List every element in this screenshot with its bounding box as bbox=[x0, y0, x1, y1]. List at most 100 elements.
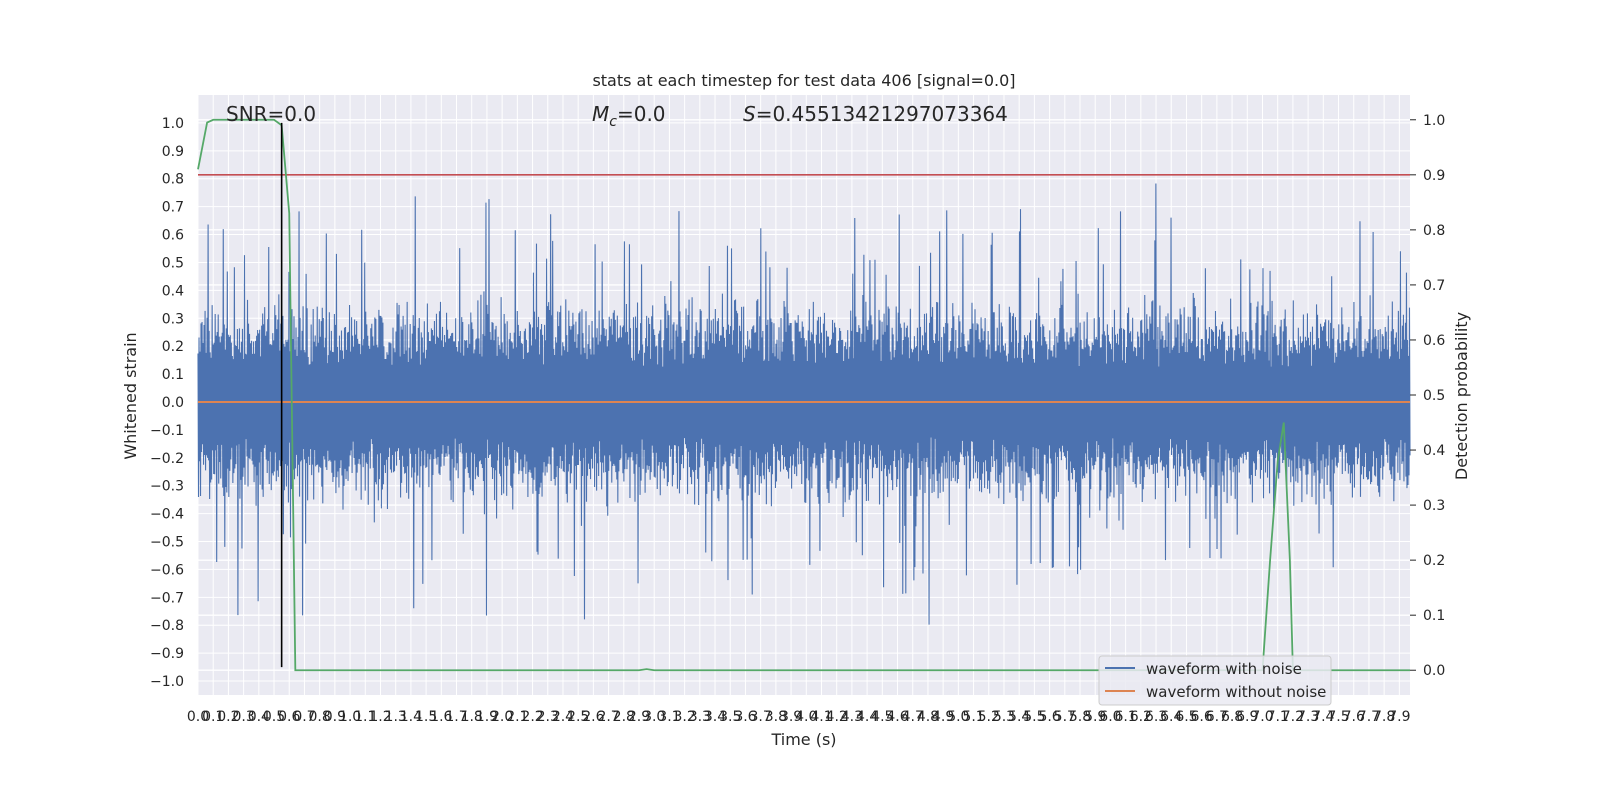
y-tick-label: −1.0 bbox=[150, 674, 184, 690]
x-tick-label: 4.7 bbox=[902, 709, 924, 725]
x-tick-label: 5.5 bbox=[1023, 709, 1045, 725]
x-tick-label: 0.1 bbox=[202, 709, 224, 725]
x-tick-label: 0.7 bbox=[293, 709, 315, 725]
x-tick-label: 4.6 bbox=[886, 709, 908, 725]
x-tick-label: 5.7 bbox=[1054, 709, 1076, 725]
snr-annotation: SNR=0.0 bbox=[226, 102, 316, 126]
x-tick-label: 3.7 bbox=[750, 709, 772, 725]
x-tick-label: 5.6 bbox=[1038, 709, 1060, 725]
x-tick-label: 3.1 bbox=[658, 709, 680, 725]
x-tick-label: 6.3 bbox=[1145, 709, 1167, 725]
y-tick-label: 0.0 bbox=[162, 395, 184, 411]
y-tick-label: 0.8 bbox=[162, 172, 184, 188]
x-tick-label: 5.2 bbox=[978, 709, 1000, 725]
y-tick-label: −0.9 bbox=[150, 646, 184, 662]
y2-tick-label: 0.1 bbox=[1423, 608, 1445, 624]
x-tick-label: 1.3 bbox=[385, 709, 407, 725]
y2-tick-label: 0.4 bbox=[1423, 443, 1445, 459]
x-tick-label: 2.3 bbox=[537, 709, 559, 725]
chart-title: stats at each timestep for test data 406… bbox=[592, 71, 1015, 90]
y-tick-label: −0.6 bbox=[150, 562, 184, 578]
y2-tick-label: 0.6 bbox=[1423, 333, 1445, 349]
x-tick-label: 1.1 bbox=[354, 709, 376, 725]
x-tick-label: 1.6 bbox=[430, 709, 452, 725]
y2-tick-label: 0.9 bbox=[1423, 168, 1445, 184]
x-tick-label: 1.5 bbox=[415, 709, 437, 725]
y2-axis-label: Detection probability bbox=[1452, 312, 1471, 480]
x-tick-label: 3.3 bbox=[689, 709, 711, 725]
x-tick-label: 4.1 bbox=[810, 709, 832, 725]
x-tick-label: 3.2 bbox=[673, 709, 695, 725]
detection-probability-line bbox=[197, 118, 1410, 672]
x-tick-label: 2.4 bbox=[552, 709, 574, 725]
x-tick-label: 4.2 bbox=[826, 709, 848, 725]
y-tick-label: −0.2 bbox=[150, 451, 184, 467]
x-tick-label: 4.4 bbox=[856, 709, 878, 725]
x-tick-label: 3.8 bbox=[765, 709, 787, 725]
y-tick-label: 0.4 bbox=[162, 283, 184, 299]
y-tick-label: 0.5 bbox=[162, 255, 184, 271]
legend-label-noise: waveform with noise bbox=[1146, 660, 1302, 678]
x-tick-label: 7.4 bbox=[1312, 709, 1334, 725]
y-tick-label: −0.3 bbox=[150, 479, 184, 495]
x-tick-label: 0.6 bbox=[278, 709, 300, 725]
x-tick-label: 2.2 bbox=[521, 709, 543, 725]
x-tick-label: 4.5 bbox=[871, 709, 893, 725]
y-tick-label: 0.7 bbox=[162, 200, 184, 216]
x-tick-label: 7.2 bbox=[1282, 709, 1304, 725]
x-tick-label: 2.5 bbox=[567, 709, 589, 725]
y-tick-label: −0.4 bbox=[150, 507, 184, 523]
x-tick-label: 0.0 bbox=[187, 709, 209, 725]
x-tick-label: 1.9 bbox=[476, 709, 498, 725]
y-tick-label: −0.7 bbox=[150, 590, 184, 606]
legend-box bbox=[1098, 655, 1332, 706]
x-tick-label: 6.5 bbox=[1175, 709, 1197, 725]
y2-tick-label: 0.2 bbox=[1423, 553, 1445, 569]
series-layer bbox=[197, 118, 1410, 672]
y-tick-label: 1.0 bbox=[162, 116, 184, 132]
x-tick-label: 7.5 bbox=[1327, 709, 1349, 725]
y-tick-label: −0.5 bbox=[150, 535, 184, 551]
x-tick-label: 6.9 bbox=[1236, 709, 1258, 725]
y-tick-label: 0.3 bbox=[162, 311, 184, 327]
x-tick-label: 4.8 bbox=[917, 709, 939, 725]
x-tick-label: 4.3 bbox=[841, 709, 863, 725]
x-tick-label: 2.1 bbox=[506, 709, 528, 725]
x-tick-label: 3.9 bbox=[780, 709, 802, 725]
x-tick-label: 6.8 bbox=[1221, 709, 1243, 725]
x-tick-label: 6.7 bbox=[1206, 709, 1228, 725]
x-tick-label: 2.8 bbox=[613, 709, 635, 725]
x-tick-label: 1.2 bbox=[369, 709, 391, 725]
x-tick-label: 7.3 bbox=[1297, 709, 1319, 725]
y2-tick-label: 0.7 bbox=[1423, 278, 1445, 294]
chirp-mass-annotation: Mc=0.0 bbox=[592, 102, 666, 130]
legend: waveform with noise waveform without noi… bbox=[1098, 655, 1332, 706]
x-tick-label: 0.4 bbox=[248, 709, 270, 725]
s-value: =0.45513421297073364 bbox=[756, 102, 1008, 126]
x-tick-label: 2.0 bbox=[491, 709, 513, 725]
y-tick-label: −0.8 bbox=[150, 618, 184, 634]
y-tick-label: 0.9 bbox=[162, 144, 184, 160]
x-tick-label: 4.0 bbox=[795, 709, 817, 725]
y-tick-label: 0.6 bbox=[162, 228, 184, 244]
x-tick-label: 5.8 bbox=[1069, 709, 1091, 725]
x-tick-label: 5.4 bbox=[1008, 709, 1030, 725]
x-tick-label: 0.3 bbox=[232, 709, 254, 725]
x-tick-label: 2.7 bbox=[597, 709, 619, 725]
x-tick-label: 2.6 bbox=[582, 709, 604, 725]
x-tick-label: 4.9 bbox=[932, 709, 954, 725]
x-tick-label: 7.0 bbox=[1251, 709, 1273, 725]
x-tick-label: 7.8 bbox=[1373, 709, 1395, 725]
x-tick-label: 5.0 bbox=[947, 709, 969, 725]
x-tick-label: 5.9 bbox=[1084, 709, 1106, 725]
x-tick-label: 6.6 bbox=[1191, 709, 1213, 725]
x-tick-label: 6.1 bbox=[1114, 709, 1136, 725]
x-tick-label: 0.5 bbox=[263, 709, 285, 725]
score-annotation: S=0.45513421297073364 bbox=[743, 102, 1008, 126]
x-tick-label: 7.1 bbox=[1267, 709, 1289, 725]
x-tick-label: 7.6 bbox=[1343, 709, 1365, 725]
x-tick-label: 0.8 bbox=[309, 709, 331, 725]
y2-tick-label: 0.8 bbox=[1423, 223, 1445, 239]
mc-value: =0.0 bbox=[617, 102, 666, 126]
